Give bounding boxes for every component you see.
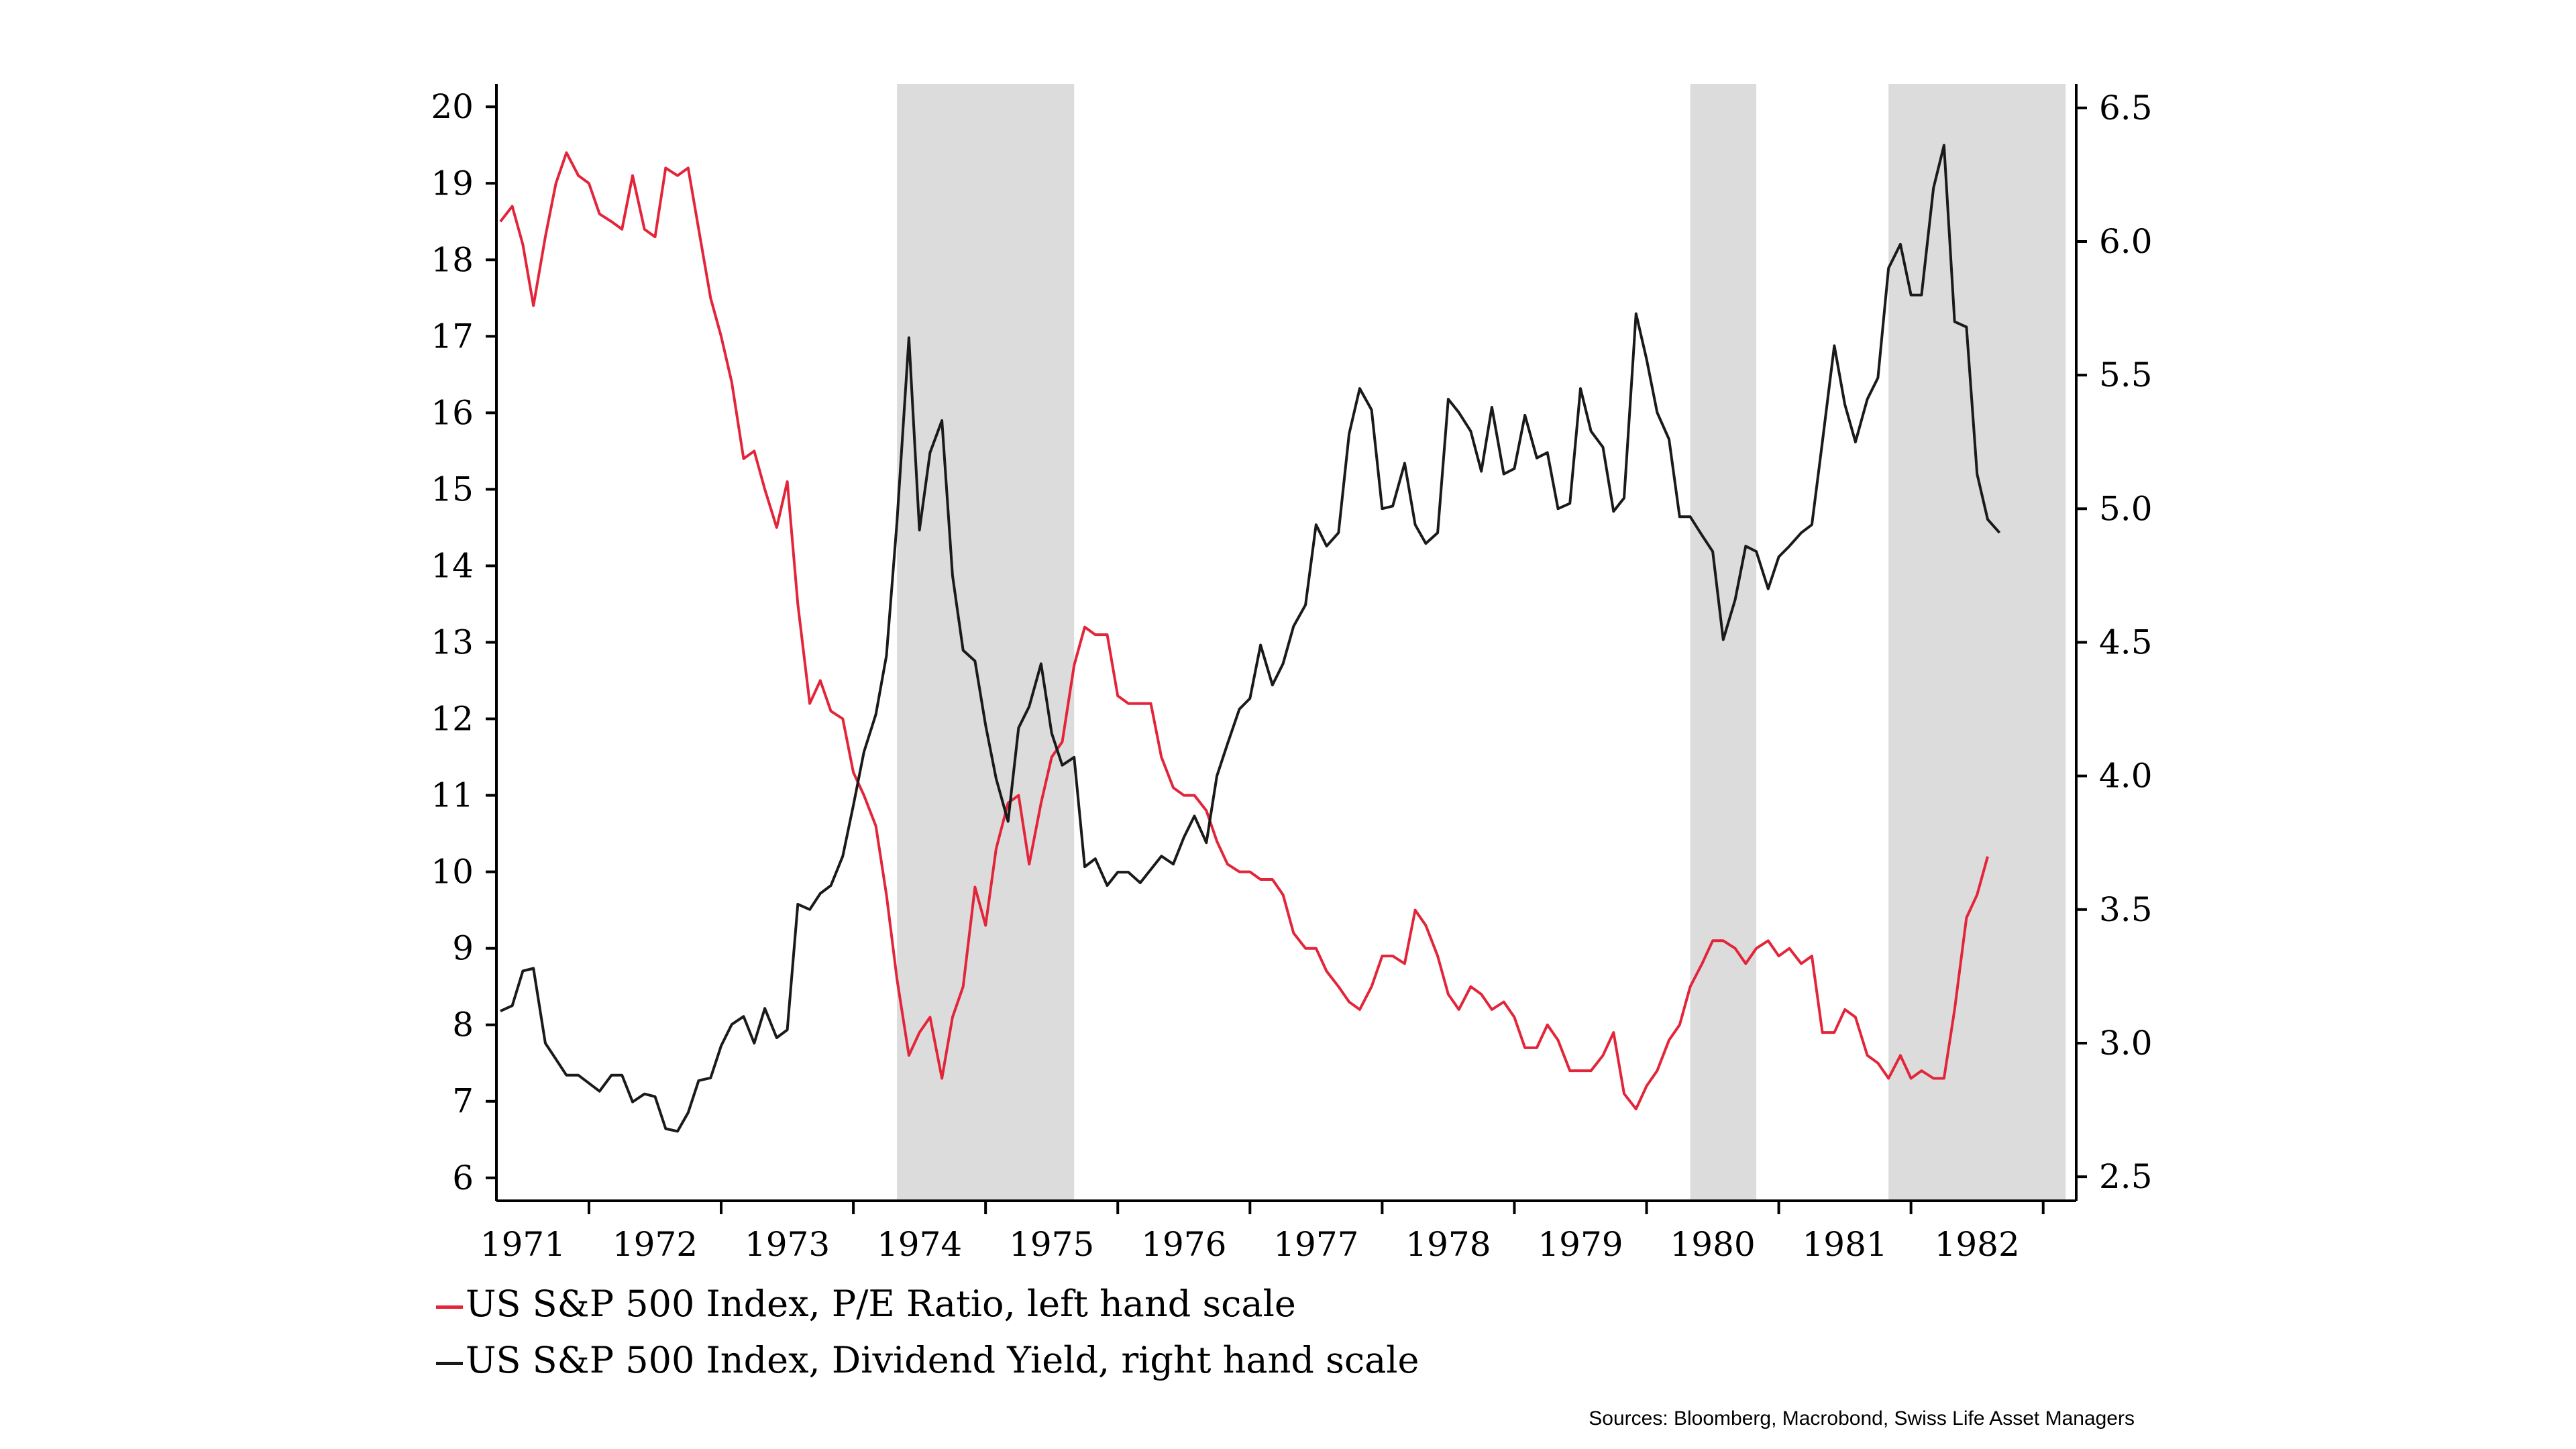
x-tick-label: 1979 xyxy=(1538,1225,1623,1264)
legend-item-pe-ratio: US S&P 500 Index, P/E Ratio, left hand s… xyxy=(436,1283,1296,1325)
x-tick-label: 1977 xyxy=(1273,1225,1358,1264)
recession-band-3 xyxy=(1888,84,2066,1201)
left-y-tick-label: 20 xyxy=(431,87,474,126)
recession-shading-group xyxy=(897,84,2066,1201)
left-y-tick-label: 7 xyxy=(452,1082,474,1121)
x-tick-label: 1981 xyxy=(1803,1225,1888,1264)
left-y-tick-label: 10 xyxy=(431,853,474,892)
left-y-tick-label: 17 xyxy=(431,317,474,356)
pe-ratio-line xyxy=(499,151,1989,1111)
right-y-tick-label: 4.0 xyxy=(2099,757,2153,796)
left-y-tick-label: 19 xyxy=(431,164,474,203)
left-y-tick-label: 6 xyxy=(452,1159,474,1197)
recession-band-1 xyxy=(897,84,1075,1201)
legend-swatch-dividend-yield xyxy=(436,1361,463,1365)
dividend-yield-line xyxy=(500,144,2001,1133)
legend-label-pe-ratio: US S&P 500 Index, P/E Ratio, left hand s… xyxy=(466,1283,1296,1325)
x-tick-label: 1971 xyxy=(480,1225,566,1264)
axes-group: 6 7 8 9 10 11 12 13 14 15 16 17 18 19 20 2.5 3.0 3.5 4.0 4.… xyxy=(431,84,2153,1264)
left-y-tick-label: 16 xyxy=(431,393,474,432)
x-tick-label: 1978 xyxy=(1405,1225,1491,1264)
right-y-tick-label: 5.5 xyxy=(2099,356,2153,394)
x-tick-label: 1973 xyxy=(745,1225,830,1264)
x-tick-label: 1975 xyxy=(1009,1225,1094,1264)
x-tick-label: 1980 xyxy=(1670,1225,1755,1264)
right-y-tick-label: 2.5 xyxy=(2099,1157,2153,1196)
right-y-tick-label: 3.5 xyxy=(2099,890,2153,929)
left-y-tick-label: 11 xyxy=(431,776,474,815)
legend-swatch-pe-ratio xyxy=(436,1305,463,1309)
x-tick-label: 1972 xyxy=(612,1225,698,1264)
source-note: Sources: Bloomberg, Macrobond, Swiss Lif… xyxy=(1589,1407,2135,1430)
left-y-tick-label: 12 xyxy=(431,700,474,739)
right-y-tick-label: 3.0 xyxy=(2099,1024,2153,1063)
right-y-tick-label: 4.5 xyxy=(2099,623,2153,662)
right-y-tick-label: 5.0 xyxy=(2099,489,2153,528)
right-y-tick-label: 6.5 xyxy=(2099,89,2153,127)
legend-item-dividend-yield: US S&P 500 Index, Dividend Yield, right … xyxy=(436,1339,1419,1381)
x-tick-label: 1976 xyxy=(1141,1225,1226,1264)
left-y-tick-label: 13 xyxy=(431,623,474,662)
left-y-tick-label: 14 xyxy=(431,546,474,585)
left-y-tick-label: 15 xyxy=(431,470,474,508)
left-y-tick-label: 18 xyxy=(431,240,474,279)
legend-label-dividend-yield: US S&P 500 Index, Dividend Yield, right … xyxy=(466,1339,1419,1381)
series-lines-group xyxy=(499,144,2001,1133)
right-y-tick-label: 6.0 xyxy=(2099,222,2153,261)
left-y-tick-label: 9 xyxy=(452,929,474,968)
x-tick-label: 1982 xyxy=(1935,1225,2020,1264)
left-y-tick-label: 8 xyxy=(452,1006,474,1044)
recession-band-2 xyxy=(1690,84,1757,1201)
x-tick-label: 1974 xyxy=(877,1225,962,1264)
